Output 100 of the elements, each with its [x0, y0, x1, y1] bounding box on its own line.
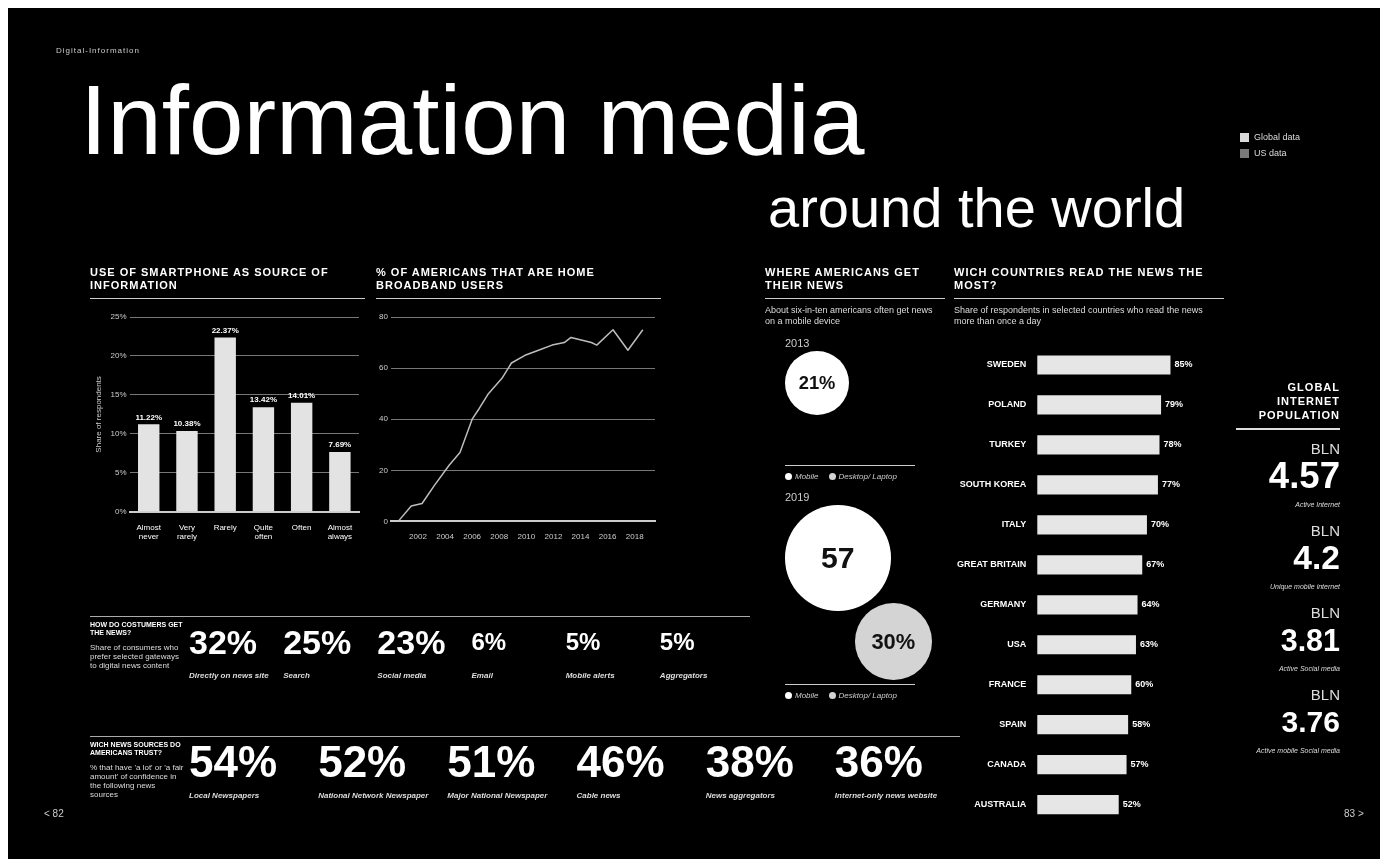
- y-tick-label: 25%: [110, 312, 127, 322]
- y-tick-label: SOUTH KOREA: [959, 479, 1027, 490]
- y-tick-label: TURKEY: [989, 439, 1027, 450]
- bar: [252, 407, 275, 512]
- bar: [290, 402, 313, 512]
- y-tick-label: ITALY: [1001, 519, 1027, 530]
- y-tick-label: POLAND: [988, 399, 1027, 410]
- data-label: 51%: [447, 737, 537, 787]
- data-label: 32%: [189, 622, 259, 663]
- data-label: 67%: [1146, 559, 1165, 570]
- category-label: 2019: [785, 491, 811, 503]
- bar: [329, 451, 351, 512]
- category-label: Cable news: [576, 791, 622, 800]
- data-label: 10.38%: [173, 419, 201, 429]
- bar: [1037, 715, 1129, 735]
- data-label: 79%: [1165, 399, 1184, 410]
- x-tick-label: Very rarely: [176, 522, 197, 542]
- data-label: 6%: [471, 627, 508, 657]
- category-label: Local Newspapers: [189, 791, 261, 800]
- data-label: 52%: [318, 737, 408, 787]
- data-label: 57%: [1130, 759, 1149, 770]
- y-tick-label: USA: [1007, 639, 1027, 650]
- x-tick-label: Almost always: [327, 522, 353, 542]
- data-label: 30%: [855, 603, 932, 680]
- text: 83 >: [1344, 808, 1364, 819]
- x-tick-label: 2004: [436, 532, 455, 542]
- bar: [214, 337, 236, 512]
- bar: [1037, 515, 1147, 535]
- text: < 82: [44, 808, 64, 819]
- data-label: 14.01%: [288, 390, 316, 400]
- y-tick-label: 60: [378, 363, 389, 373]
- data-label: 57: [785, 505, 891, 611]
- y-tick-label: FRANCE: [988, 679, 1027, 690]
- text: BLN: [1310, 522, 1340, 539]
- category-label: News aggregators: [705, 791, 777, 800]
- chart-subtitle: Share of respondents in selected countries who read the news more than once a day: [954, 305, 1204, 327]
- data-label: 3.81: [1279, 622, 1340, 659]
- x-tick-label: 2016: [598, 532, 618, 542]
- data-label: 52%: [1122, 799, 1141, 810]
- category-label: Aggregators: [659, 671, 709, 680]
- data-label: 36%: [834, 737, 924, 787]
- data-label: 5%: [565, 627, 602, 657]
- bar: [1037, 435, 1160, 455]
- x-tick-label: Rarely: [213, 522, 237, 532]
- category-label: Major National Newspaper: [447, 791, 549, 800]
- category-label: Internet-only news website: [834, 791, 939, 800]
- text: around the world: [768, 176, 1186, 239]
- text: Mobile: [795, 691, 819, 700]
- data-label: 23%: [377, 622, 447, 663]
- legend-label: Mobile: [795, 472, 819, 481]
- chart-title: WICH COUNTRIES READ THE NEWS THE MOST?: [954, 266, 1224, 299]
- chart-title: USE OF SMARTPHONE AS SOURCE OF INFORMATION: [90, 266, 365, 299]
- bar: [138, 424, 160, 512]
- y-tick-label: 40: [378, 414, 389, 424]
- category-label: Global data: [1254, 132, 1301, 142]
- bar: [1037, 475, 1158, 495]
- data-label: 70%: [1150, 519, 1169, 530]
- data-label: 63%: [1139, 639, 1158, 650]
- x-tick-label: 2002: [409, 532, 428, 542]
- category-label: Search: [283, 671, 311, 680]
- data-label: 58%: [1132, 719, 1151, 730]
- data-label: 5%: [659, 627, 696, 657]
- bar: [1037, 595, 1138, 615]
- text: GLOBAL INTERNET POPULATION: [1236, 380, 1340, 430]
- bar: [1037, 755, 1127, 775]
- bar: [1037, 675, 1132, 695]
- data-label: 64%: [1141, 599, 1160, 610]
- data-label: 4.57: [1267, 455, 1340, 496]
- bar: [1037, 555, 1143, 575]
- x-tick-label: Almost never: [136, 522, 162, 542]
- data-label: 60%: [1135, 679, 1154, 690]
- text: Desktop/ Laptop: [838, 472, 897, 481]
- chart-title: % OF AMERICANS THAT ARE HOME BROADBAND USERS: [376, 266, 661, 299]
- data-label: 22.37%: [211, 325, 239, 335]
- data-label: 11.22%: [135, 412, 163, 422]
- data-label: 78%: [1163, 439, 1182, 450]
- y-tick-label: AUSTRALIA: [974, 799, 1027, 810]
- y-tick-label: 10%: [110, 429, 127, 439]
- x-tick-label: 2008: [490, 532, 509, 542]
- data-label: 21%: [785, 351, 850, 416]
- data-label: 85%: [1174, 359, 1193, 370]
- text: BLN: [1309, 440, 1340, 457]
- y-tick-label: SPAIN: [999, 719, 1027, 730]
- bar: [1037, 355, 1171, 375]
- bar: [1037, 795, 1119, 815]
- data-label: 4.2: [1292, 539, 1340, 577]
- y-tick-label: 5%: [115, 468, 127, 478]
- y-tick-label: SWEDEN: [986, 359, 1027, 370]
- data-label: 7.69%: [328, 440, 352, 450]
- category-label: Email: [471, 671, 494, 680]
- bar: [1037, 635, 1136, 655]
- data-label: 3.76: [1280, 704, 1340, 740]
- bar: [1037, 395, 1162, 415]
- y-tick-label: GERMANY: [980, 599, 1027, 610]
- y-tick-label: 0%: [115, 507, 127, 516]
- data-label: 46%: [576, 737, 666, 787]
- y-axis-title: Share of respondents: [94, 376, 103, 453]
- x-tick-label: 2006: [463, 532, 482, 542]
- text: Share of consumers who prefer selected gateways to digital news content: [90, 643, 180, 670]
- data-label: 13.42%: [249, 395, 277, 405]
